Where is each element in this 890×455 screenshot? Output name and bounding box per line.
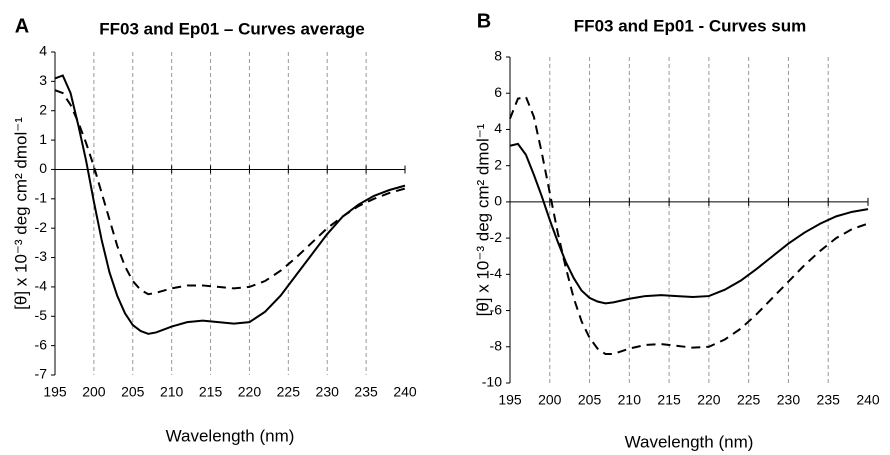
data-line	[54, 89, 406, 296]
x-tick-label: 195	[498, 392, 522, 408]
data-line	[54, 74, 406, 335]
x-tick-label: 235	[817, 392, 841, 408]
x-tick-label: 240	[393, 384, 417, 400]
x-tick-label: 200	[538, 392, 562, 408]
x-tick-label: 230	[316, 384, 340, 400]
y-axis-label: [θ] x 10⁻³ deg cm² dmol⁻¹	[11, 117, 30, 310]
y-tick-label: 0	[39, 160, 47, 176]
chart-title: FF03 and Ep01 - Curves sum	[574, 16, 806, 35]
y-tick-label: -8	[490, 337, 503, 353]
y-tick-label: -3	[35, 248, 48, 264]
y-tick-label: 1	[39, 131, 47, 147]
y-tick-label: -6	[35, 336, 48, 352]
y-tick-label: -4	[35, 278, 48, 294]
y-tick-label: -1	[35, 190, 48, 206]
y-axis-label: [θ] x 10⁻³ deg cm² dmol⁻¹	[473, 123, 492, 316]
y-tick-label: -10	[482, 374, 502, 390]
x-tick-label: 220	[697, 392, 721, 408]
x-tick-label: 225	[737, 392, 761, 408]
chart-title: FF03 and Ep01 – Curves average	[99, 19, 365, 38]
x-tick-label: 235	[354, 384, 378, 400]
x-tick-label: 210	[618, 392, 642, 408]
x-tick-label: 240	[856, 392, 880, 408]
y-tick-label: 3	[39, 72, 47, 88]
y-tick-label: 2	[39, 101, 47, 117]
y-tick-label: -7	[35, 366, 48, 382]
y-tick-label: 8	[494, 48, 502, 64]
y-tick-label: 0	[494, 193, 502, 209]
y-tick-label: -2	[490, 229, 503, 245]
panel-label: A	[15, 15, 29, 37]
x-tick-label: 205	[121, 384, 145, 400]
x-tick-label: 225	[277, 384, 301, 400]
data-line	[509, 142, 869, 305]
x-tick-label: 195	[43, 384, 67, 400]
x-tick-label: 205	[578, 392, 602, 408]
y-tick-label: -2	[35, 219, 48, 235]
x-axis-label: Wavelength (nm)	[166, 426, 295, 445]
y-tick-label: 4	[39, 43, 47, 59]
x-tick-label: 230	[777, 392, 801, 408]
x-tick-label: 215	[657, 392, 681, 408]
x-tick-label: 200	[82, 384, 106, 400]
y-tick-label: -5	[35, 307, 48, 323]
y-tick-label: 2	[494, 156, 502, 172]
x-tick-label: 210	[160, 384, 184, 400]
data-line	[509, 95, 869, 356]
y-tick-label: -4	[490, 265, 503, 281]
y-tick-label: 4	[494, 120, 502, 136]
x-axis-label: Wavelength (nm)	[625, 432, 754, 451]
x-tick-label: 215	[199, 384, 223, 400]
y-tick-label: 6	[494, 84, 502, 100]
y-tick-label: -6	[490, 301, 503, 317]
x-tick-label: 220	[238, 384, 262, 400]
panel-label: B	[477, 10, 491, 32]
